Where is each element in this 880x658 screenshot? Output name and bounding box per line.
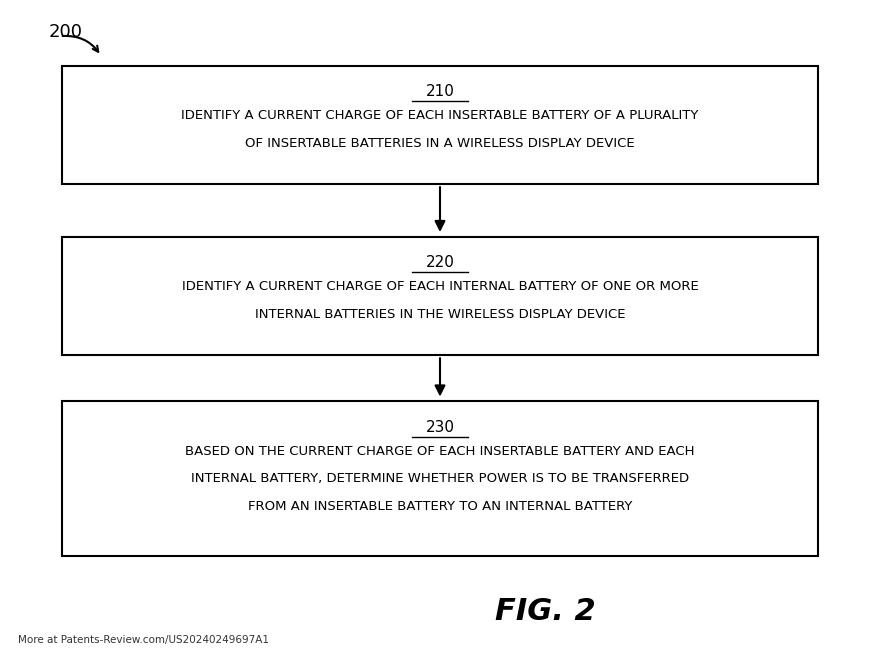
Text: OF INSERTABLE BATTERIES IN A WIRELESS DISPLAY DEVICE: OF INSERTABLE BATTERIES IN A WIRELESS DI… <box>246 137 634 150</box>
Text: More at Patents-Review.com/US20240249697A1: More at Patents-Review.com/US20240249697… <box>18 635 268 645</box>
Text: FIG. 2: FIG. 2 <box>495 597 596 626</box>
Text: 230: 230 <box>426 420 454 435</box>
FancyBboxPatch shape <box>62 401 818 556</box>
FancyBboxPatch shape <box>62 66 818 184</box>
Text: IDENTIFY A CURRENT CHARGE OF EACH INSERTABLE BATTERY OF A PLURALITY: IDENTIFY A CURRENT CHARGE OF EACH INSERT… <box>181 109 699 122</box>
Text: IDENTIFY A CURRENT CHARGE OF EACH INTERNAL BATTERY OF ONE OR MORE: IDENTIFY A CURRENT CHARGE OF EACH INTERN… <box>181 280 699 293</box>
Text: INTERNAL BATTERY, DETERMINE WHETHER POWER IS TO BE TRANSFERRED: INTERNAL BATTERY, DETERMINE WHETHER POWE… <box>191 472 689 486</box>
FancyBboxPatch shape <box>62 237 818 355</box>
Text: 210: 210 <box>426 84 454 99</box>
Text: INTERNAL BATTERIES IN THE WIRELESS DISPLAY DEVICE: INTERNAL BATTERIES IN THE WIRELESS DISPL… <box>254 308 626 321</box>
Text: 200: 200 <box>48 23 83 41</box>
Text: 220: 220 <box>426 255 454 270</box>
Text: BASED ON THE CURRENT CHARGE OF EACH INSERTABLE BATTERY AND EACH: BASED ON THE CURRENT CHARGE OF EACH INSE… <box>186 445 694 458</box>
Text: FROM AN INSERTABLE BATTERY TO AN INTERNAL BATTERY: FROM AN INSERTABLE BATTERY TO AN INTERNA… <box>248 500 632 513</box>
